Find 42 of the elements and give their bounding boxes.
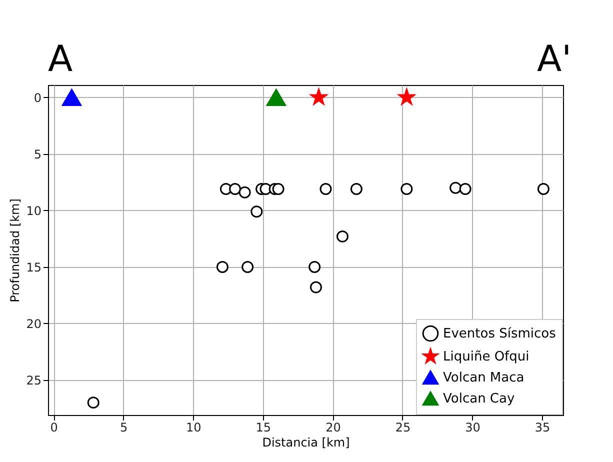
point — [310, 88, 328, 105]
point — [450, 182, 462, 194]
y-tick-label: 25 — [26, 373, 42, 388]
x-tick-label: 5 — [120, 420, 128, 434]
point — [266, 88, 286, 106]
point — [229, 182, 242, 195]
y-tick-label: 20 — [26, 316, 42, 331]
text: A — [48, 39, 73, 80]
point — [537, 182, 550, 195]
point — [308, 260, 321, 273]
x-tick-label: 30 — [465, 420, 480, 434]
legend-label: Liquiñe Ofqui — [443, 350, 530, 364]
text: A' — [537, 39, 572, 80]
y-axis-title: Profundidad [km] — [8, 198, 22, 302]
x-tick-label: 20 — [326, 420, 341, 434]
point — [62, 88, 82, 106]
point — [400, 182, 413, 195]
y-tick-label: 5 — [34, 147, 42, 162]
point — [350, 182, 362, 195]
x-tick-label: 10 — [186, 420, 202, 434]
x-tick-label: 15 — [256, 420, 272, 434]
y-tick-label: 15 — [26, 260, 42, 274]
point — [242, 260, 254, 273]
x-tick-label: 25 — [395, 420, 411, 434]
point — [238, 186, 251, 198]
point — [87, 396, 100, 409]
point — [459, 182, 472, 195]
legend-label: Volcan Maca — [443, 370, 524, 386]
x-axis-title: Distancia [km] — [262, 436, 350, 450]
point — [320, 182, 332, 195]
point — [250, 206, 263, 218]
y-tick-label: 10 — [26, 204, 42, 218]
point — [398, 88, 416, 105]
x-tick-label: 0 — [50, 420, 58, 434]
legend-label: Volcan Cay — [443, 392, 515, 406]
point — [272, 182, 284, 195]
legend-label: Eventos Sísmicos — [443, 326, 556, 342]
point — [336, 230, 348, 242]
x-tick-label: 35 — [534, 420, 550, 434]
y-tick-label: 0 — [34, 90, 42, 105]
point — [216, 260, 228, 273]
point — [310, 281, 322, 294]
